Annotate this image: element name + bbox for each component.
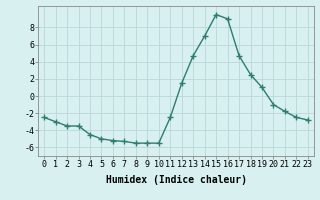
X-axis label: Humidex (Indice chaleur): Humidex (Indice chaleur) [106, 175, 246, 185]
